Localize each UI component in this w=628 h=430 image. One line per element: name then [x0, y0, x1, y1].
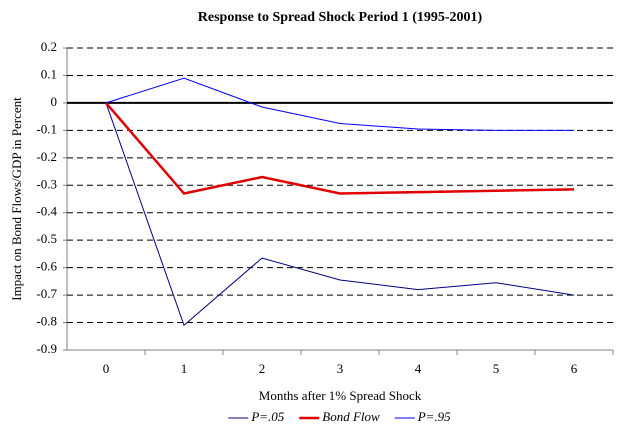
y-tick-label: -0.2 [36, 149, 57, 164]
y-tick-label: -0.5 [36, 231, 57, 246]
legend-label: P=.95 [417, 409, 451, 424]
series-line [105, 77, 574, 131]
series-line [105, 102, 575, 195]
series-line [105, 102, 575, 327]
legend-label: Bond Flow [322, 409, 380, 424]
y-tick-label: 0 [51, 94, 58, 109]
y-tick-label: -0.6 [36, 259, 57, 274]
x-tick-label: 1 [181, 361, 188, 376]
y-tick-label: -0.4 [36, 204, 57, 219]
chart-title: Response to Spread Shock Period 1 (1995-… [198, 10, 483, 25]
y-tick-label: 0.2 [41, 39, 57, 54]
y-tick-label: -0.3 [36, 176, 57, 191]
y-tick-label: 0.1 [41, 66, 57, 81]
y-axis-label: Impact on Bond Flows/GDP in Percent [9, 97, 24, 301]
y-tick-label: -0.1 [36, 121, 57, 136]
x-tick-label: 5 [493, 361, 500, 376]
y-tick-label: -0.7 [36, 286, 57, 301]
x-tick-label: 0 [103, 361, 110, 376]
x-tick-label: 3 [337, 361, 344, 376]
y-tick-label: -0.9 [36, 341, 57, 356]
x-tick-label: 2 [259, 361, 266, 376]
x-tick-label: 6 [571, 361, 578, 376]
y-tick-label: -0.8 [36, 314, 57, 329]
legend-label: P=.05 [250, 409, 284, 424]
x-axis-label: Months after 1% Spread Shock [259, 388, 422, 403]
x-tick-label: 4 [415, 361, 422, 376]
